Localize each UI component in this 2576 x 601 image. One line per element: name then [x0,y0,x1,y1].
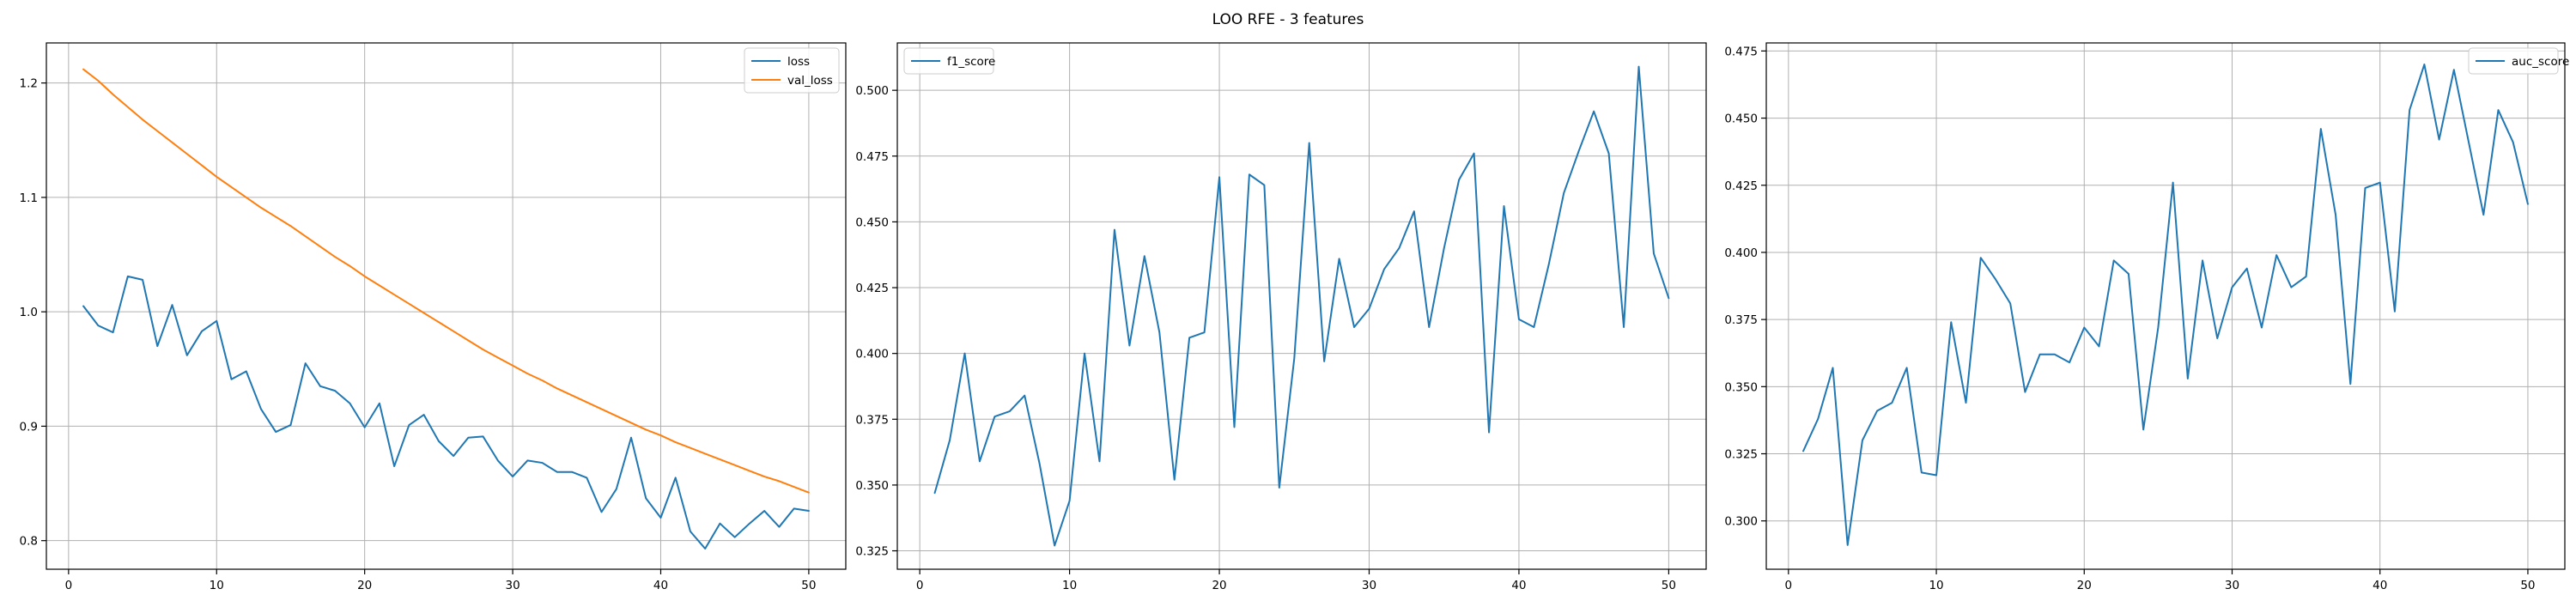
f1-plot-area: 0 10 20 30 40 50 0.325 0.350 0.375 0.400 0.425 0.45… [855,42,1707,592]
auc-y-tick-label: 0.375 [1724,313,1758,327]
auc-x-tick-label: 20 [2077,579,2092,592]
loss-y-tick-label: 0.9 [20,420,38,434]
f1-y-tick-label: 0.500 [855,84,889,98]
loss-series-val-loss [82,68,810,494]
f1-y-tick-label: 0.375 [855,413,889,427]
auc-y-tick-label: 0.475 [1724,45,1758,58]
subplot-auc-score: 0 10 20 30 40 50 0.300 0.325 0.350 0.375 0.400 0.42… [1724,42,2569,592]
auc-plot-area: 0 10 20 30 40 50 0.300 0.325 0.350 0.375 0.400 0.42… [1724,42,2569,592]
auc-x-tick-label: 30 [2225,579,2239,592]
loss-legend-label: val_loss [787,74,833,88]
f1-y-tick-label: 0.325 [855,545,889,559]
auc-legend: auc_score [2468,47,2569,75]
loss-plot-area: 0 10 20 30 40 50 0.8 0.9 1.0 1.1 1.2 loss val_loss [20,42,847,592]
f1-x-tick-label: 50 [1662,579,1676,592]
loss-legend-box [744,47,840,94]
auc-x-tick-label: 40 [2372,579,2387,592]
f1-series-f1-score [933,65,1670,547]
f1-x-tick-label: 0 [916,579,924,592]
loss-x-tick-label: 30 [505,579,519,592]
loss-series-loss [82,275,810,550]
loss-y-tick-label: 1.1 [20,191,38,205]
loss-y-tick-label: 1.0 [20,306,38,319]
auc-x-tick-label: 50 [2520,579,2535,592]
f1-x-tick-label: 30 [1362,579,1376,592]
loss-axes-frame [46,42,847,570]
f1-y-tick-label: 0.475 [855,150,889,164]
loss-x-tick-label: 40 [653,579,668,592]
auc-axes-frame [1765,42,2566,570]
f1-y-tick-label: 0.400 [855,348,889,361]
loss-legend: loss val_loss [744,47,840,94]
f1-legend-box [903,47,994,75]
auc-legend-label: auc_score [2512,55,2569,69]
f1-y-tick-label: 0.350 [855,479,889,493]
auc-y-tick-label: 0.450 [1724,112,1758,126]
auc-y-tick-label: 0.400 [1724,246,1758,260]
subplot-loss: 0 10 20 30 40 50 0.8 0.9 1.0 1.1 1.2 loss val_loss [20,42,847,592]
f1-y-tick-label: 0.450 [855,216,889,229]
loss-x-tick-label: 10 [210,579,224,592]
f1-legend: f1_score [903,47,995,75]
loss-x-tick-label: 50 [801,579,816,592]
loss-x-tick-label: 20 [357,579,372,592]
f1-x-tick-label: 20 [1212,579,1226,592]
f1-y-tick-label: 0.425 [855,282,889,295]
f1-x-tick-label: 10 [1062,579,1077,592]
figure-title: LOO RFE - 3 features [1212,11,1364,28]
auc-x-tick-label: 0 [1785,579,1793,592]
f1-axes-frame [896,42,1707,570]
auc-y-tick-label: 0.325 [1724,448,1758,462]
loss-x-tick-label: 0 [65,579,73,592]
auc-y-tick-label: 0.300 [1724,515,1758,529]
f1-legend-label: f1_score [947,55,995,69]
loss-legend-label: loss [787,55,810,69]
subplot-f1-score: 0 10 20 30 40 50 0.325 0.350 0.375 0.400 0.425 0.45… [855,42,1707,592]
auc-y-tick-label: 0.350 [1724,380,1758,394]
auc-series-auc-score [1802,64,2529,546]
auc-x-tick-label: 10 [1929,579,1943,592]
auc-y-tick-label: 0.425 [1724,179,1758,193]
f1-x-tick-label: 40 [1511,579,1526,592]
loss-y-tick-label: 0.8 [20,535,38,549]
loss-y-tick-label: 1.2 [20,77,38,91]
auc-legend-box [2468,47,2559,75]
